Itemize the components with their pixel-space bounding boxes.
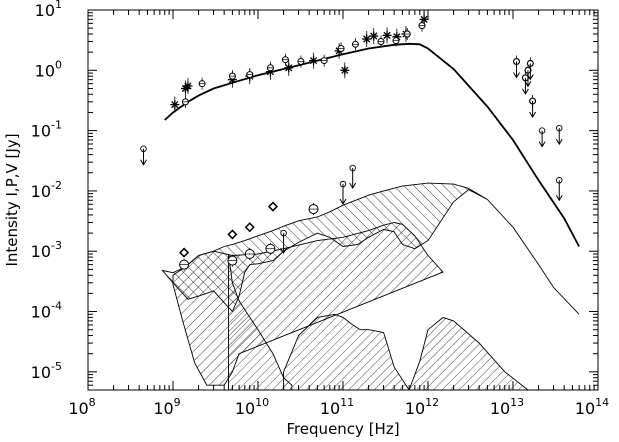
total-intensity-star	[369, 28, 379, 45]
total-intensity-upper-limit	[555, 124, 563, 146]
total-intensity-circle	[351, 38, 359, 51]
y-tick-label: 100	[35, 58, 62, 80]
total-intensity-star	[362, 31, 372, 48]
x-tick-label: 109	[153, 396, 180, 418]
total-intensity-circle	[297, 55, 305, 68]
polarized-intensity-circle	[244, 247, 255, 260]
total-intensity-circle	[392, 34, 400, 47]
polarized-intensity-circle	[227, 254, 238, 267]
axis-ticks: 108 109 1010 1011 1012 1013 1014 101 100 10-1 10-2…	[31, 0, 610, 418]
total-intensity-circle	[377, 35, 385, 48]
total-intensity-model-curve	[164, 42, 580, 247]
x-tick-label: 108	[68, 396, 95, 418]
circular-intensity-diamond	[267, 201, 279, 212]
circular-intensity-diamond	[179, 247, 190, 258]
total-intensity-circle	[266, 61, 274, 74]
hatched-region-a	[228, 253, 293, 390]
y-tick-label: 10-2	[31, 179, 62, 201]
x-tick-label: 1010	[235, 396, 269, 418]
y-tick-label: 10-1	[31, 119, 62, 141]
total-intensity-upper-limit	[538, 127, 546, 148]
polarized-intensity-circle	[265, 242, 276, 255]
model-regions	[161, 182, 580, 390]
total-intensity-star	[340, 62, 350, 79]
polarized-intensity-circle	[308, 203, 319, 216]
y-axis-label: Intensity I,P,V [Jy]	[3, 133, 21, 266]
total-intensity-upper-limit	[140, 145, 147, 166]
total-intensity-star	[284, 59, 294, 76]
hatched-region-b	[283, 313, 529, 390]
total-intensity-upper-limit	[513, 58, 520, 79]
polarized-upper-limit	[555, 177, 563, 202]
total-intensity-circle	[320, 54, 328, 67]
circular-intensity-diamond	[227, 229, 238, 240]
y-tick-label: 101	[35, 0, 62, 20]
total-intensity-circle	[337, 42, 345, 55]
polarized-upper-limit	[280, 229, 288, 255]
total-intensity-star	[183, 77, 193, 94]
x-axis-label: Frequency [Hz]	[286, 420, 399, 438]
x-tick-label: 1012	[405, 396, 439, 418]
total-intensity-upper-limit	[521, 74, 529, 95]
total-intensity-star	[382, 27, 392, 44]
total-intensity-star	[170, 96, 180, 113]
total-intensity-circle	[181, 95, 189, 108]
y-tick-label: 10-4	[31, 300, 62, 322]
total-intensity-circle	[228, 70, 236, 83]
total-intensity-upper-limit	[529, 97, 537, 118]
polarized-upper-limit	[349, 164, 357, 189]
total-intensity-circle	[198, 77, 206, 90]
y-tick-label: 10-5	[31, 360, 62, 382]
polarized-upper-limit	[339, 180, 347, 206]
x-tick-label: 1014	[575, 396, 609, 418]
total-intensity-circle	[281, 53, 289, 66]
data-points	[140, 11, 563, 271]
total-intensity-circle	[403, 27, 411, 40]
total-intensity-circle	[246, 68, 254, 81]
x-tick-label: 1013	[490, 396, 524, 418]
total-intensity-upper-limit	[526, 60, 534, 81]
y-tick-label: 10-3	[31, 239, 62, 261]
total-intensity-star	[309, 52, 319, 69]
model-curves	[164, 42, 580, 247]
total-intensity-circle	[418, 19, 426, 32]
polarized-intensity-circle	[179, 258, 190, 271]
x-tick-label: 1011	[320, 396, 354, 418]
circular-intensity-diamond	[244, 222, 255, 233]
